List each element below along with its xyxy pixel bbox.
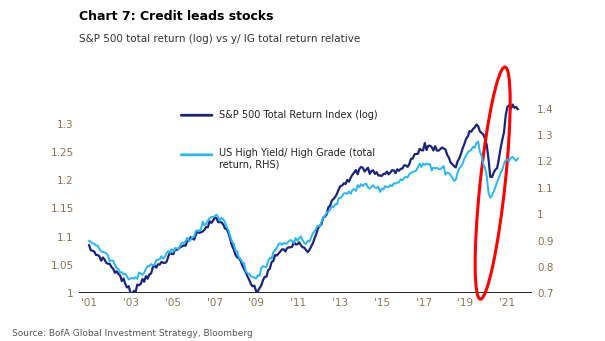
- Text: US High Yield/ High Grade (total
return, RHS): US High Yield/ High Grade (total return,…: [219, 148, 376, 169]
- Text: Source: BofA Global Investment Strategy, Bloomberg: Source: BofA Global Investment Strategy,…: [12, 329, 253, 338]
- Text: S&P 500 total return (log) vs y/ IG total return relative: S&P 500 total return (log) vs y/ IG tota…: [79, 34, 360, 44]
- Text: Chart 7: Credit leads stocks: Chart 7: Credit leads stocks: [79, 10, 273, 23]
- Text: S&P 500 Total Return Index (log): S&P 500 Total Return Index (log): [219, 110, 378, 120]
